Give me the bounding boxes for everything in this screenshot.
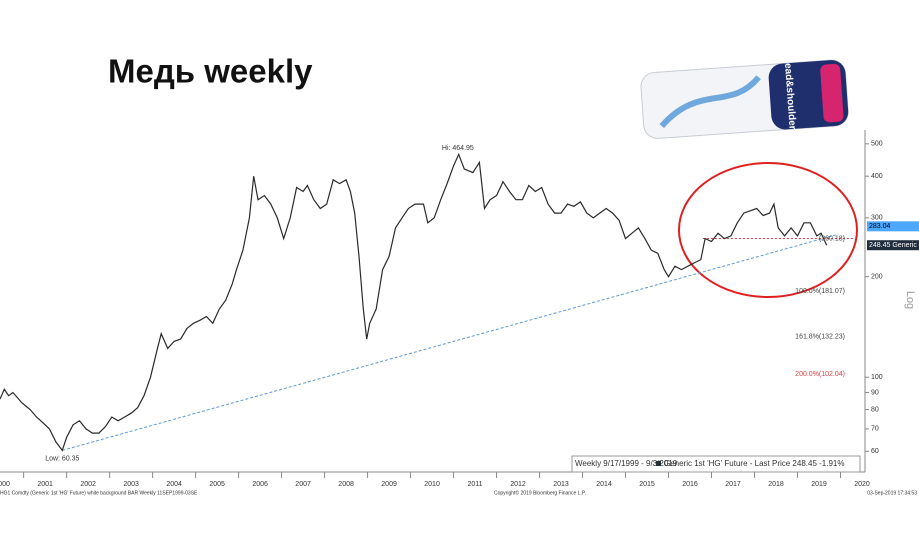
price-tag-label: 248.45 Generic 1 [869,242,919,249]
x-tick-label: 2019 [811,481,827,488]
x-tick-label: 2008 [338,481,354,488]
y-tick-label: 70 [871,426,879,433]
footer-right: 03-Sep-2019 17:34:53 [867,490,917,496]
fib-level-label: 100.0%(181.07) [795,288,845,295]
x-tick-label: 2011 [468,481,483,488]
trend-line [62,233,839,451]
legend-period: Weekly 9/17/1999 - 9/3/2019 [575,459,678,468]
annotation: Low: 60.35 [45,455,79,462]
fib-level-label: (260.18) [819,235,845,242]
x-tick-label: 2020 [854,481,870,488]
legend-box [571,455,861,473]
price-line [0,152,828,452]
x-tick-label: 2012 [510,481,526,488]
price-tag [867,240,919,251]
fib-level-label: 161.8%(132.23) [795,334,845,341]
y-tick-label: 80 [871,406,879,413]
x-tick-label: 2016 [682,481,698,488]
y-tick-label: 90 [871,389,879,396]
x-tick-label: 2001 [37,481,53,488]
x-tick-label: 2009 [381,481,397,488]
x-tick-label: 2010 [424,481,440,488]
y-tick-label: 300 [871,215,883,222]
footer-left: HG1 Comdty (Generic 1st 'HG' Future) whi… [0,490,198,496]
x-tick-label: 2002 [80,481,96,488]
y-tick-label: 400 [871,173,883,180]
y-axis-label: Log [904,291,916,309]
price-tag [867,221,919,232]
x-tick-label: 2013 [553,481,569,488]
bottle-badge [820,63,844,123]
annotation: Hi: 464.95 [442,145,474,152]
x-tick-label: 2006 [252,481,268,488]
x-tick-label: 2014 [596,481,612,488]
x-tick-label: 2007 [295,481,311,488]
chart-title: Медь weekly [108,53,313,90]
bottle-swoosh [659,75,761,129]
y-tick-label: 100 [871,374,883,381]
footer-center: Copyright© 2019 Bloomberg Finance L.P. [494,489,586,496]
price-tag-label: 283.04 [869,223,891,230]
x-tick-label: 2018 [768,481,784,488]
x-tick-label: 2005 [209,481,225,488]
legend-entry: Generic 1st 'HG' Future - Last Price 248… [664,459,844,468]
y-tick-label: 500 [871,141,883,148]
bottle-label: head&shoulders [782,57,798,136]
y-tick-label: 60 [871,448,879,455]
product-image: head&shoulders [640,57,849,139]
x-tick-label: 2004 [166,481,182,488]
x-tick-label: 2017 [725,481,741,488]
fib-level-label: 200.0%(102.04) [795,371,845,378]
legend-swatch [656,461,661,466]
x-tick-label: 2000 [0,481,10,488]
x-tick-label: 2015 [639,481,655,488]
highlight-circle [678,162,858,298]
y-tick-label: 200 [871,274,883,281]
x-tick-label: 2003 [123,481,139,488]
